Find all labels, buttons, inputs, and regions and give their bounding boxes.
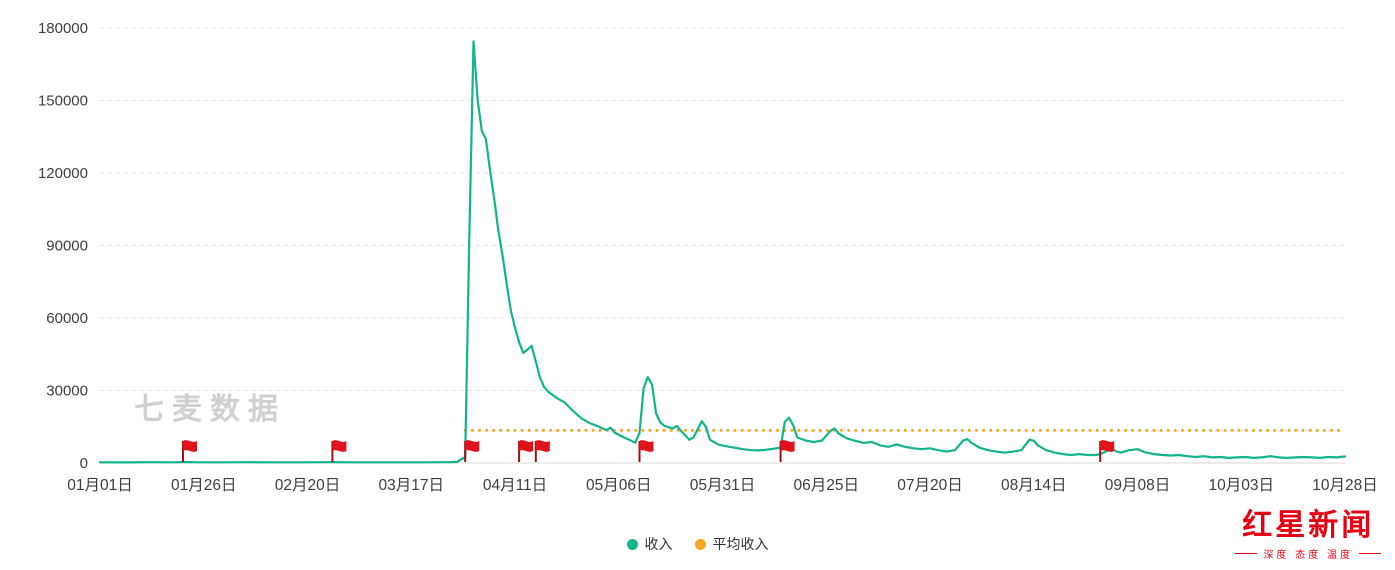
event-flag-icon[interactable] — [779, 440, 795, 462]
y-axis-tick-label: 150000 — [38, 93, 88, 110]
x-axis-tick-label: 08月14日 — [1001, 477, 1066, 494]
x-axis-tick-label: 09月08日 — [1105, 477, 1170, 494]
hongxing-news-logo: 红星新闻 深度 态度 温度 — [1235, 508, 1381, 561]
logo-tagline-text: 深度 态度 温度 — [1263, 550, 1353, 561]
logo-tagline-left-line — [1235, 553, 1258, 554]
x-axis-tick-label: 07月20日 — [897, 477, 962, 494]
income-legend-label: 收入 — [644, 536, 673, 552]
x-axis-tick-label: 05月06日 — [586, 477, 651, 494]
qimai-watermark: 七麦数据 — [134, 393, 286, 426]
x-axis-tick-label: 06月25日 — [794, 477, 859, 494]
chart-legend: 收入 平均收入 — [0, 534, 1395, 554]
logo-tagline-right-line — [1359, 553, 1381, 554]
x-axis-tick-label: 04月11日 — [483, 477, 547, 494]
logo-tagline: 深度 态度 温度 — [1235, 546, 1381, 561]
event-flag-icon[interactable] — [331, 440, 347, 462]
legend-item-average[interactable]: 平均收入 — [694, 534, 769, 554]
y-axis-tick-label: 90000 — [46, 238, 88, 255]
event-flag-icon[interactable] — [1099, 440, 1115, 462]
event-flag-icon[interactable] — [638, 440, 654, 462]
income-legend-dot-icon — [626, 538, 638, 550]
average-legend-label: 平均收入 — [712, 536, 769, 552]
event-flag-icon[interactable] — [534, 440, 550, 462]
event-flag-icon[interactable] — [464, 440, 480, 462]
y-axis-tick-label: 30000 — [46, 383, 88, 400]
revenue-line-chart[interactable]: 0 30000 60000 90000 120000 150000 180000 01月01日… — [0, 0, 1395, 505]
event-flag-icon[interactable] — [182, 440, 197, 462]
x-axis-tick-label: 10月28日 — [1312, 477, 1377, 494]
average-legend-dot-icon — [694, 538, 706, 550]
x-axis-tick-label: 03月17日 — [379, 477, 444, 494]
x-axis-tick-label: 02月20日 — [275, 477, 340, 494]
y-axis-tick-label: 120000 — [38, 165, 88, 182]
y-axis-tick-label: 180000 — [38, 20, 88, 37]
legend-item-income[interactable]: 收入 — [626, 534, 673, 554]
y-axis-tick-label: 60000 — [46, 310, 88, 327]
x-axis-tick-label: 10月03日 — [1209, 477, 1274, 494]
event-flag-icon[interactable] — [518, 440, 534, 462]
logo-title: 红星新闻 — [1242, 509, 1375, 542]
y-axis-tick-label: 0 — [80, 455, 88, 472]
income-line — [98, 40, 1347, 464]
x-axis-tick-label: 05月31日 — [690, 477, 755, 494]
x-axis-tick-label: 01月26日 — [171, 477, 236, 494]
x-axis-tick-label: 01月01日 — [67, 477, 132, 494]
